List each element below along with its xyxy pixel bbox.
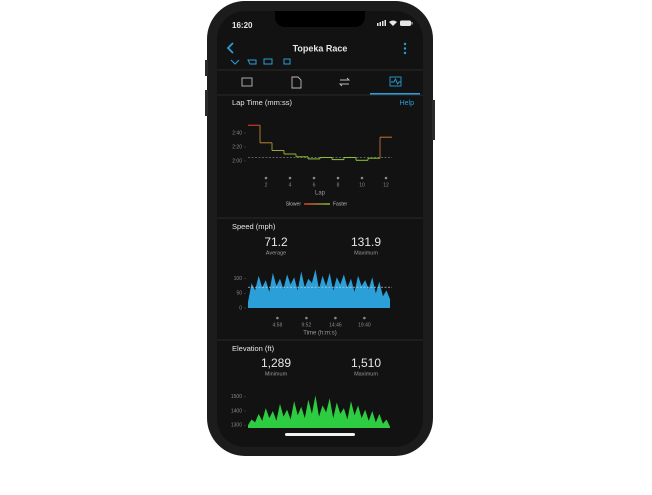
x-tick-mark bbox=[360, 176, 364, 180]
y-tick-label: 1400 bbox=[231, 408, 242, 414]
notch bbox=[275, 11, 365, 27]
x-tick-mark bbox=[264, 176, 268, 180]
menu-button[interactable] bbox=[403, 42, 407, 55]
section-title: Speed (mph) bbox=[232, 222, 276, 231]
help-link[interactable]: Help bbox=[400, 100, 415, 107]
side-button bbox=[432, 100, 435, 140]
stat-caption: Maximum bbox=[354, 250, 378, 256]
x-tick-mark bbox=[384, 176, 388, 180]
x-axis-label: Lap bbox=[315, 191, 326, 197]
x-tick-mark bbox=[305, 316, 308, 320]
legend-swatch bbox=[304, 203, 330, 205]
y-tick-label: 50 bbox=[236, 291, 242, 297]
tab-icon[interactable] bbox=[291, 76, 302, 89]
tab-bar bbox=[241, 76, 402, 89]
tab-icon[interactable] bbox=[241, 77, 253, 87]
tab-icon[interactable] bbox=[389, 76, 402, 87]
stat-value: 131.9 bbox=[351, 235, 381, 249]
x-tick-label: 9:52 bbox=[302, 322, 312, 328]
area bbox=[248, 395, 391, 428]
y-tick-label: 1500 bbox=[231, 394, 242, 400]
status-time: 16:20 bbox=[232, 21, 253, 30]
legend-label: Faster bbox=[333, 201, 348, 207]
x-tick-label: 19:40 bbox=[358, 322, 371, 328]
x-tick-label: 6 bbox=[313, 182, 316, 188]
x-tick-label: 2 bbox=[265, 182, 268, 188]
y-tick-label: 0 bbox=[239, 305, 242, 311]
x-tick-label: 4:58 bbox=[273, 322, 283, 328]
x-tick-label: 14:46 bbox=[329, 322, 342, 328]
x-tick-mark bbox=[334, 316, 337, 320]
y-tick-label: 2:40 bbox=[232, 130, 242, 136]
screen-bg bbox=[217, 11, 423, 447]
back-button[interactable] bbox=[226, 42, 234, 54]
tab-icon[interactable] bbox=[338, 77, 351, 87]
action-icons bbox=[230, 58, 291, 65]
stat-caption: Average bbox=[266, 250, 286, 256]
side-button bbox=[205, 60, 208, 76]
side-button bbox=[205, 90, 208, 116]
home-indicator bbox=[285, 433, 355, 436]
screen: 16:20 Topeka Race Lap Time (mm:ss) Help 2:… bbox=[217, 11, 423, 447]
y-tick-label: 1300 bbox=[231, 422, 242, 428]
header-title: Topeka Race bbox=[293, 43, 348, 53]
x-tick-label: 4 bbox=[289, 182, 292, 188]
x-tick-mark bbox=[312, 176, 316, 180]
x-tick-mark bbox=[276, 316, 279, 320]
legend-label: Slower bbox=[286, 201, 302, 207]
x-tick-label: 10 bbox=[359, 182, 365, 188]
status-icons bbox=[377, 20, 413, 26]
y-tick-label: 2:20 bbox=[232, 144, 242, 150]
x-tick-mark bbox=[288, 176, 292, 180]
section-title: Lap Time (mm:ss) bbox=[232, 98, 293, 107]
active-tab-indicator bbox=[370, 93, 420, 95]
stat-caption: Maximum bbox=[354, 371, 378, 377]
area bbox=[248, 269, 391, 308]
y-tick-label: 2:00 bbox=[232, 158, 242, 164]
charts: Lap Time (mm:ss) Help 2:00 2:20 2:40 2 4 6 8 10 12… bbox=[231, 98, 414, 429]
stat-value: 1,289 bbox=[261, 356, 291, 370]
x-tick-label: 8 bbox=[337, 182, 340, 188]
x-tick-mark bbox=[363, 316, 366, 320]
stat-value: 71.2 bbox=[264, 235, 288, 249]
x-tick-mark bbox=[336, 176, 340, 180]
x-axis-label: Time (h:m:s) bbox=[303, 331, 336, 337]
x-tick-label: 12 bbox=[383, 182, 389, 188]
y-tick-label: 100 bbox=[234, 276, 243, 282]
stat-caption: Minimum bbox=[265, 371, 288, 377]
section-title: Elevation (ft) bbox=[232, 344, 275, 353]
stat-value: 1,510 bbox=[351, 356, 381, 370]
